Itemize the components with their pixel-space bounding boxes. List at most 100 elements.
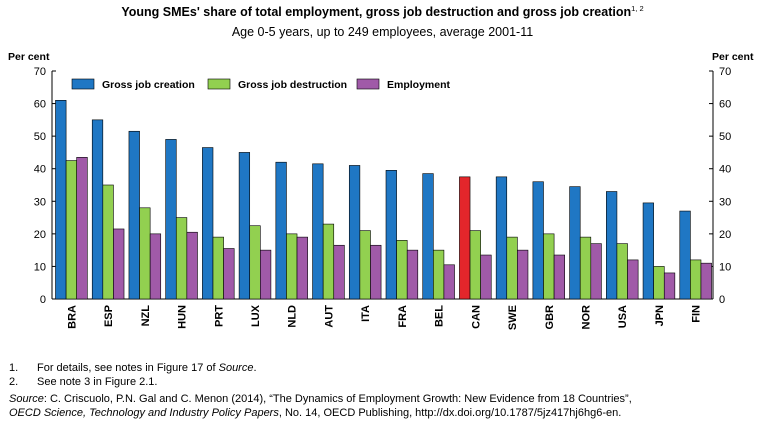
y-tick-label-left: 40 [34,164,46,176]
bar-gross-job-creation-can [459,176,471,300]
note-text: See note 3 in Figure 2.1. [37,376,158,388]
x-tick-label-aut: AUT [323,305,335,328]
x-tick-label-fra: FRA [397,305,409,328]
bar-gross-job-creation-swe [495,176,508,300]
x-tick-label-jpn: JPN [654,305,666,326]
bar-gross-job-creation-fra [385,170,397,300]
x-tick-label-prt: PRT [213,305,225,327]
bar-employment-swe [517,249,529,300]
note-2: 2. See note 3 in Figure 2.1. [9,375,761,389]
notes-section: 1. For details, see notes in Figure 17 o… [9,361,761,420]
bar-gross-job-destruction-prt [212,236,224,300]
x-tick-label-nzl: NZL [140,305,152,327]
x-tick-label-usa: USA [617,305,629,328]
y-tick-label-right: 20 [719,229,731,241]
y-tick-label-left: 70 [34,66,46,78]
bar-gross-job-destruction-lux [249,225,261,300]
legend-label-gross-job-creation: Gross job creation [102,79,195,91]
bar-gross-job-destruction-can [469,230,481,300]
x-tick-label-fin: FIN [691,305,703,323]
x-tick-label-bra: BRA [66,305,78,329]
bar-gross-job-destruction-swe [506,236,518,300]
bar-gross-job-destruction-nld [286,233,298,300]
source-citation: Source: C. Criscuolo, P.N. Gal and C. Me… [9,393,632,419]
bar-gross-job-creation-bel [422,173,434,300]
bar-gross-job-destruction-esp [102,184,114,300]
bar-employment-bel [443,264,455,300]
bar-gross-job-creation-bra [55,100,67,300]
x-tick-label-bel: BEL [434,305,446,327]
x-tick-label-lux: LUX [250,304,262,327]
bar-gross-job-creation-nzl [128,130,140,300]
bar-gross-job-creation-nor [569,186,581,300]
y-tick-label-right: 30 [719,196,731,208]
bar-gross-job-creation-aut [312,163,324,300]
bar-gross-job-creation-prt [202,147,214,300]
bar-gross-job-creation-hun [165,139,177,300]
bar-employment-nld [296,236,308,300]
y-tick-label-left: 50 [34,131,46,143]
y-tick-label-right: 40 [719,164,731,176]
bar-gross-job-destruction-fra [396,240,408,300]
bar-gross-job-destruction-bra [65,160,77,300]
bar-employment-hun [186,231,198,300]
bar-gross-job-destruction-usa [616,243,628,300]
bar-gross-job-destruction-fin [690,259,702,300]
source-label: Source [9,393,44,405]
bar-employment-esp [113,228,125,300]
bar-gross-job-creation-gbr [532,181,544,300]
note-text: For details, see notes in Figure 17 of S… [37,362,257,374]
bar-gross-job-destruction-ita [359,230,371,300]
bar-gross-job-creation-lux [238,152,251,300]
bar-employment-nor [590,243,602,300]
y-tick-label-right: 0 [719,294,725,306]
y-tick-label-right: 70 [719,66,731,78]
x-tick-label-hun: HUN [177,305,189,329]
y-tick-label-right: 10 [719,261,731,273]
note-number: 1. [9,362,19,374]
bar-gross-job-destruction-gbr [543,233,555,300]
y-tick-label-right: 50 [719,131,731,143]
bar-gross-job-destruction-bel [433,249,445,300]
x-tick-label-nor: NOR [581,305,593,330]
chart-title: Young SMEs' share of total employment, g… [121,4,644,19]
x-tick-label-gbr: GBR [544,305,556,330]
y-tick-label-right: 60 [719,99,731,111]
legend-label-employment: Employment [387,79,451,91]
bar-gross-job-creation-nld [275,161,287,300]
bar-gross-job-destruction-nor [579,236,592,300]
bar-gross-job-destruction-hun [175,217,188,300]
paper-series: OECD Science, Technology and Industry Po… [9,407,279,419]
bar-employment-prt [223,248,235,300]
y-tick-label-left: 20 [34,229,46,241]
bar-employment-bra [76,157,88,300]
legend-swatch-employment [356,78,380,90]
y-axis-label-left: Per cent [8,51,50,63]
bar-employment-fin [700,262,712,300]
bar-employment-nzl [149,233,162,300]
y-axis-label-right: Per cent [712,51,754,63]
bar-gross-job-destruction-aut [322,223,335,300]
y-tick-label-left: 0 [40,294,46,306]
bar-employment-lux [260,249,272,300]
bar-employment-can [480,254,492,300]
bar-gross-job-destruction-jpn [653,266,665,300]
legend-swatch-gross-job-destruction [207,78,231,90]
bar-employment-gbr [553,254,565,300]
bar-gross-job-destruction-nzl [139,207,151,300]
bar-employment-fra [406,249,419,300]
bar-gross-job-creation-fin [679,210,691,300]
chart-subtitle: Age 0-5 years, up to 249 employees, aver… [231,25,534,39]
legend-label-gross-job-destruction: Gross job destruction [238,79,347,91]
y-tick-label-left: 60 [34,99,46,111]
note-number: 2. [9,376,19,388]
legend-swatch-gross-job-creation [71,78,95,90]
title-footnote-marks: 1, 2 [631,4,644,13]
x-tick-label-nld: NLD [287,305,299,328]
bar-employment-ita [370,244,382,300]
bar-chart: Per cent Per cent 0 0 10 10 20 20 30 30 40 40 50 50 60… [8,51,754,330]
bar-employment-jpn [663,272,676,300]
note-1: 1. For details, see notes in Figure 17 o… [9,361,761,375]
x-tick-label-swe: SWE [507,305,519,330]
bar-gross-job-creation-ita [348,165,361,300]
